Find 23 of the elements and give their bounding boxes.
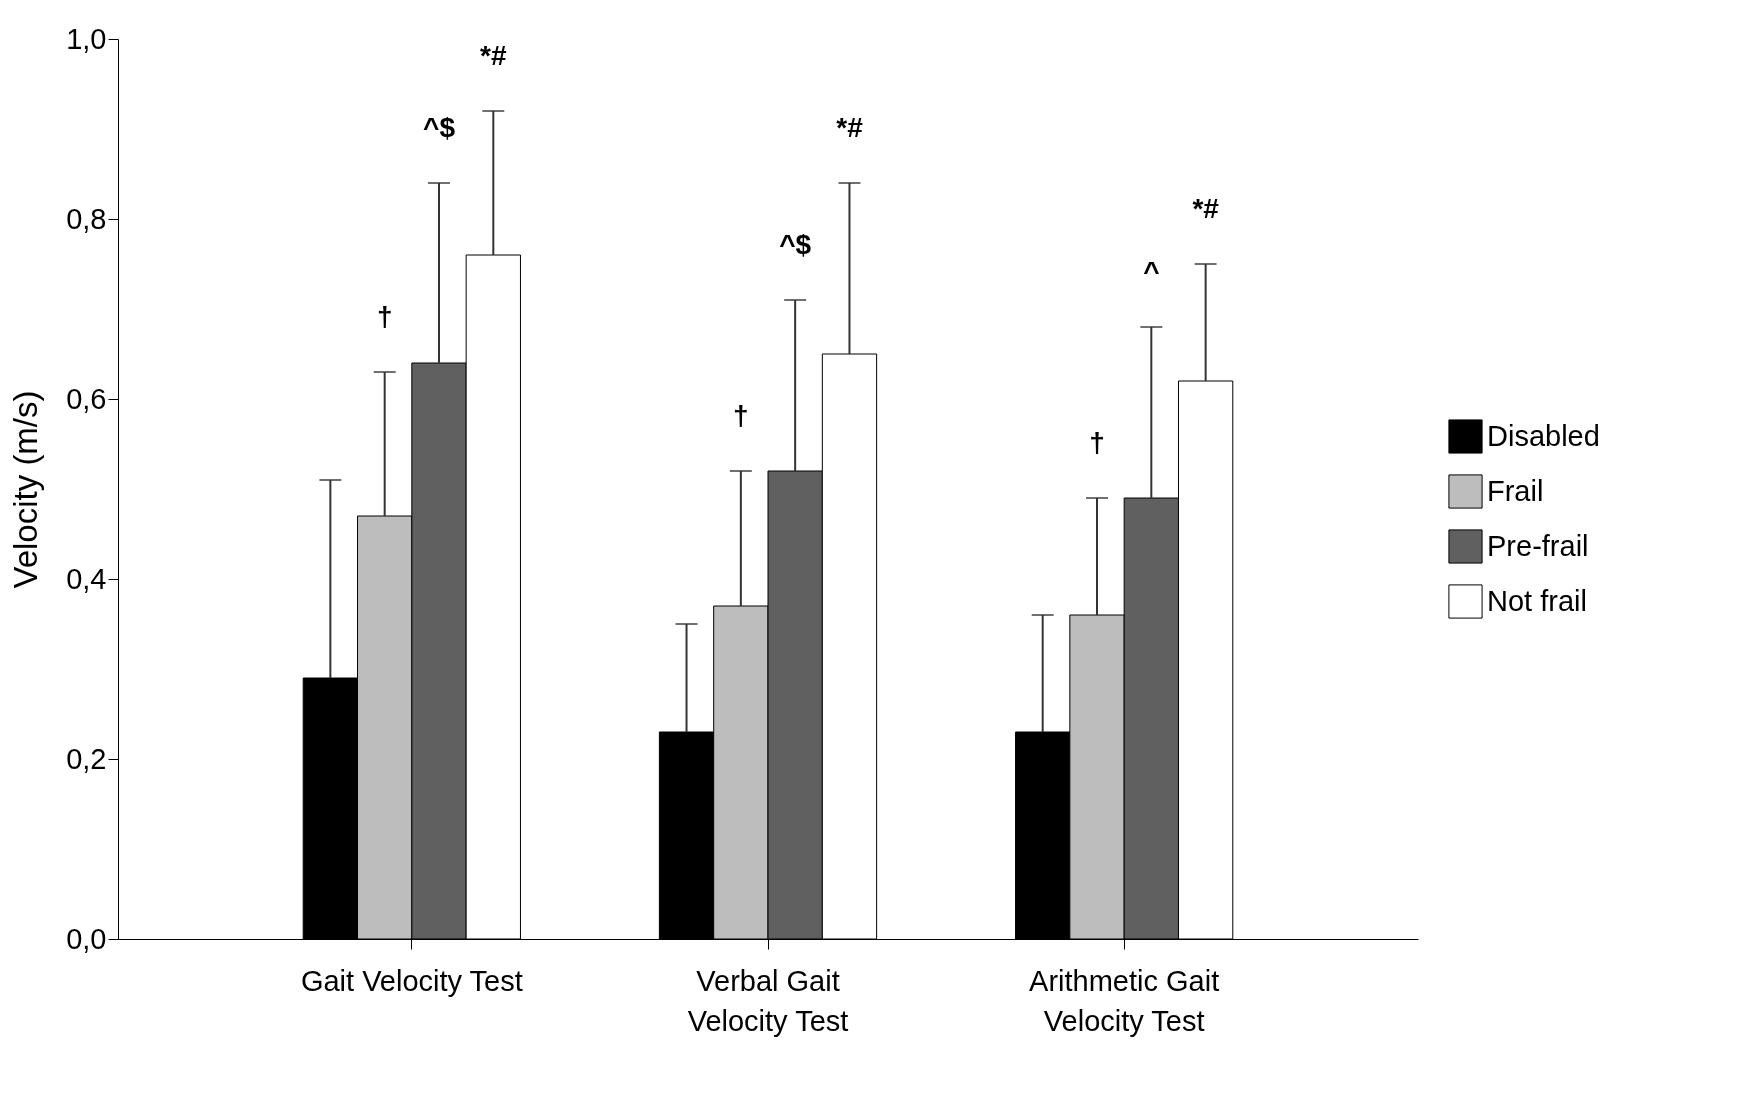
annotation: *#	[836, 112, 864, 143]
annotation: †	[1089, 427, 1105, 458]
x-tick-label: Gait Velocity Test	[300, 964, 523, 997]
annotation: ^	[1143, 256, 1160, 287]
legend-label: Not frail	[1487, 584, 1587, 617]
annotation: †	[376, 301, 393, 332]
y-axis-title: Velocity (m/s)	[7, 390, 45, 589]
legend-label: Disabled	[1487, 419, 1600, 452]
y-tick-label: 0,8	[66, 202, 107, 235]
x-tick-label: Verbal Gait Velocity Test	[687, 964, 849, 1037]
annotation: ^$	[779, 229, 812, 260]
y-tick-label: 0,6	[66, 382, 107, 415]
annotation: †	[733, 400, 749, 431]
y-tick-label: 0,2	[66, 742, 107, 775]
y-tick-label: 0,0	[66, 922, 107, 955]
legend-label: Pre-frail	[1487, 529, 1589, 562]
y-tick-label: 1,0	[66, 22, 107, 55]
annotation: *#	[1192, 193, 1220, 224]
x-tick-label: Arithmetic Gait Velocity Test	[1029, 964, 1220, 1037]
legend-label: Frail	[1487, 474, 1544, 507]
y-tick-label: 0,4	[66, 562, 107, 595]
annotation: *#	[480, 40, 507, 71]
annotation: ^$	[423, 112, 456, 143]
